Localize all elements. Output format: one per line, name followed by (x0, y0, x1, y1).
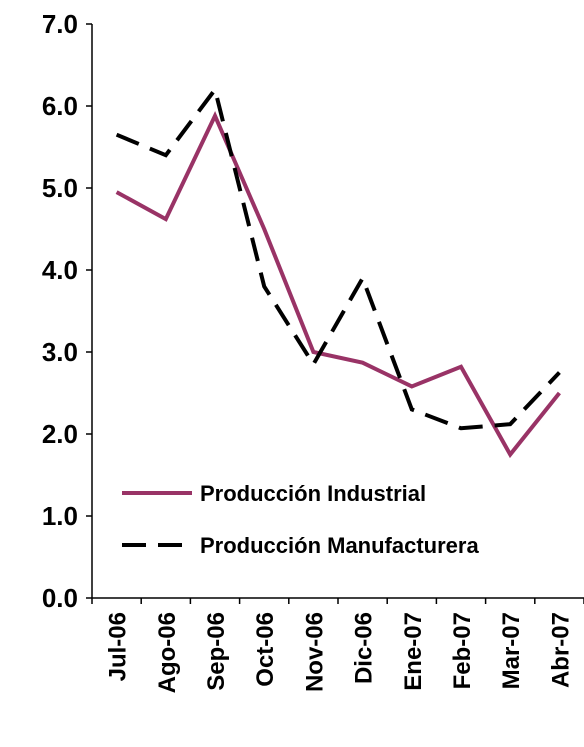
y-tick-label: 7.0 (42, 9, 78, 39)
y-tick-label: 0.0 (42, 583, 78, 613)
y-tick-label: 1.0 (42, 501, 78, 531)
x-tick-label: Dic-06 (351, 612, 378, 684)
legend-label: Producción Industrial (200, 481, 426, 506)
y-tick-label: 6.0 (42, 91, 78, 121)
x-tick-label: Nov-06 (301, 612, 328, 692)
x-tick-label: Ene-07 (400, 612, 427, 691)
series-line (115, 111, 561, 459)
y-tick-label: 3.0 (42, 337, 78, 367)
x-tick-label: Ago-06 (154, 612, 181, 693)
x-tick-label: Oct-06 (252, 612, 279, 687)
x-tick-label: Jul-06 (105, 612, 132, 681)
series-line (115, 85, 561, 431)
y-tick-label: 4.0 (42, 255, 78, 285)
x-tick-label: Sep-06 (203, 612, 230, 691)
y-tick-label: 5.0 (42, 173, 78, 203)
x-tick-label: Mar-07 (498, 612, 525, 689)
legend-label: Producción Manufacturera (200, 533, 479, 558)
y-tick-label: 2.0 (42, 419, 78, 449)
x-tick-label: Feb-07 (449, 612, 476, 689)
x-tick-label: Abr-07 (547, 612, 574, 688)
